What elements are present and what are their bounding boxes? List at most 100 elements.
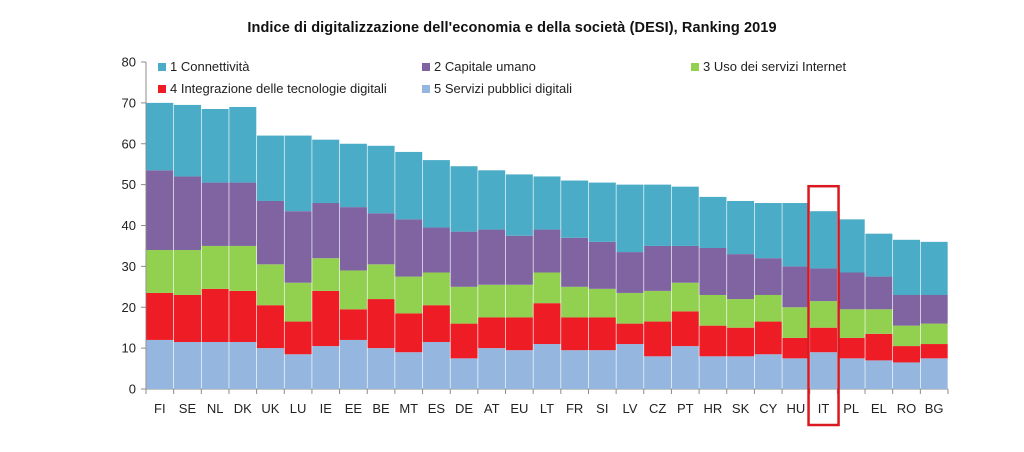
bar-segment [256, 264, 284, 306]
bar-segment [339, 339, 367, 389]
bar-segment [284, 282, 312, 322]
bar-segment [782, 266, 810, 308]
bar-segment [367, 299, 395, 349]
bar-segment [837, 219, 865, 273]
bar-segment [312, 346, 340, 389]
x-tick-label: DE [455, 401, 473, 416]
x-tick-label: SK [732, 401, 750, 416]
bar-segment [699, 196, 727, 248]
x-tick-label: SE [179, 401, 197, 416]
x-tick-label: IT [818, 401, 830, 416]
bar-segment [699, 247, 727, 295]
bar-segment [478, 229, 506, 285]
bar-segment [505, 317, 533, 351]
bar-segment [782, 358, 810, 389]
bar-segment [505, 174, 533, 236]
x-tick-label: NL [207, 401, 224, 416]
bar-segment [727, 356, 755, 389]
x-tick-label: ES [428, 401, 446, 416]
bar-segment [173, 176, 201, 251]
bar-segment [422, 227, 450, 273]
x-tick-label: SI [596, 401, 608, 416]
bar-segment [893, 346, 921, 363]
legend-label: 2 Capitale umano [434, 59, 536, 74]
legend-label: 1 Connettività [170, 59, 250, 74]
bar-segment [893, 294, 921, 326]
bar-segment [616, 292, 644, 324]
bar-segment [671, 186, 699, 246]
x-tick-label: LV [622, 401, 637, 416]
bar-segment [837, 272, 865, 310]
bar-segment [422, 305, 450, 342]
bar-segment [727, 254, 755, 300]
bar-segment [146, 339, 174, 389]
y-tick-label: 80 [122, 55, 136, 70]
bar-segment [561, 317, 589, 351]
x-tick-label: CY [759, 401, 777, 416]
bar-segment [837, 337, 865, 359]
bar-segment [865, 276, 893, 310]
legend: 1 Connettività 2 Capitale umano 3 Uso dei … [158, 59, 846, 96]
x-tick-label: RO [897, 401, 917, 416]
bar-segment [920, 358, 948, 389]
bar-segment [367, 213, 395, 265]
legend-swatch [422, 85, 430, 93]
x-tick-label: EE [345, 401, 363, 416]
legend-swatch [422, 63, 430, 71]
bar-segment [893, 362, 921, 389]
bar-segment [367, 348, 395, 389]
bar-segment [588, 241, 616, 289]
bar-segment [920, 294, 948, 324]
bar-segment [201, 109, 229, 183]
x-tick-label: BG [925, 401, 944, 416]
bar-segment [478, 348, 506, 389]
y-tick-label: 30 [122, 259, 136, 274]
bar-segment [865, 309, 893, 334]
bar-segment [201, 182, 229, 246]
bar-segment [450, 166, 478, 232]
bar-segment [256, 348, 284, 389]
bar-segment [644, 356, 672, 389]
bar-segment [229, 182, 257, 246]
bar-segment [644, 290, 672, 322]
bar-segment [810, 301, 838, 328]
bar-segment [561, 180, 589, 238]
bar-segment [173, 250, 201, 295]
bar-segment [561, 350, 589, 389]
bar-segment [865, 233, 893, 277]
bar-segment [339, 270, 367, 310]
bar-segment [146, 292, 174, 340]
bar-segment [920, 323, 948, 345]
bar-segment [284, 135, 312, 212]
bar-segment [505, 235, 533, 285]
legend-label: 5 Servizi pubblici digitali [434, 81, 572, 96]
bar-segment [616, 344, 644, 389]
bar-segment [644, 321, 672, 357]
bar-segment [533, 176, 561, 230]
y-tick-label: 10 [122, 341, 136, 356]
y-tick-label: 70 [122, 95, 136, 110]
y-tick-label: 60 [122, 136, 136, 151]
bar-segment [754, 294, 782, 322]
bar-segment [588, 182, 616, 242]
bar-layer [146, 102, 948, 389]
bar-segment [616, 323, 644, 345]
bar-segment [893, 239, 921, 295]
bar-segment [865, 360, 893, 389]
bar-segment [533, 229, 561, 273]
bar-segment [920, 241, 948, 295]
bar-segment [810, 327, 838, 353]
bar-segment [588, 288, 616, 318]
bar-segment [699, 356, 727, 389]
x-tick-label: FI [154, 401, 166, 416]
bar-segment [256, 200, 284, 265]
bar-segment [422, 272, 450, 306]
bar-segment [561, 286, 589, 318]
bar-segment [339, 207, 367, 271]
bar-segment [173, 341, 201, 389]
bar-segment [671, 245, 699, 283]
bar-segment [671, 282, 699, 312]
bar-segment [782, 337, 810, 359]
x-tick-label: EL [871, 401, 887, 416]
